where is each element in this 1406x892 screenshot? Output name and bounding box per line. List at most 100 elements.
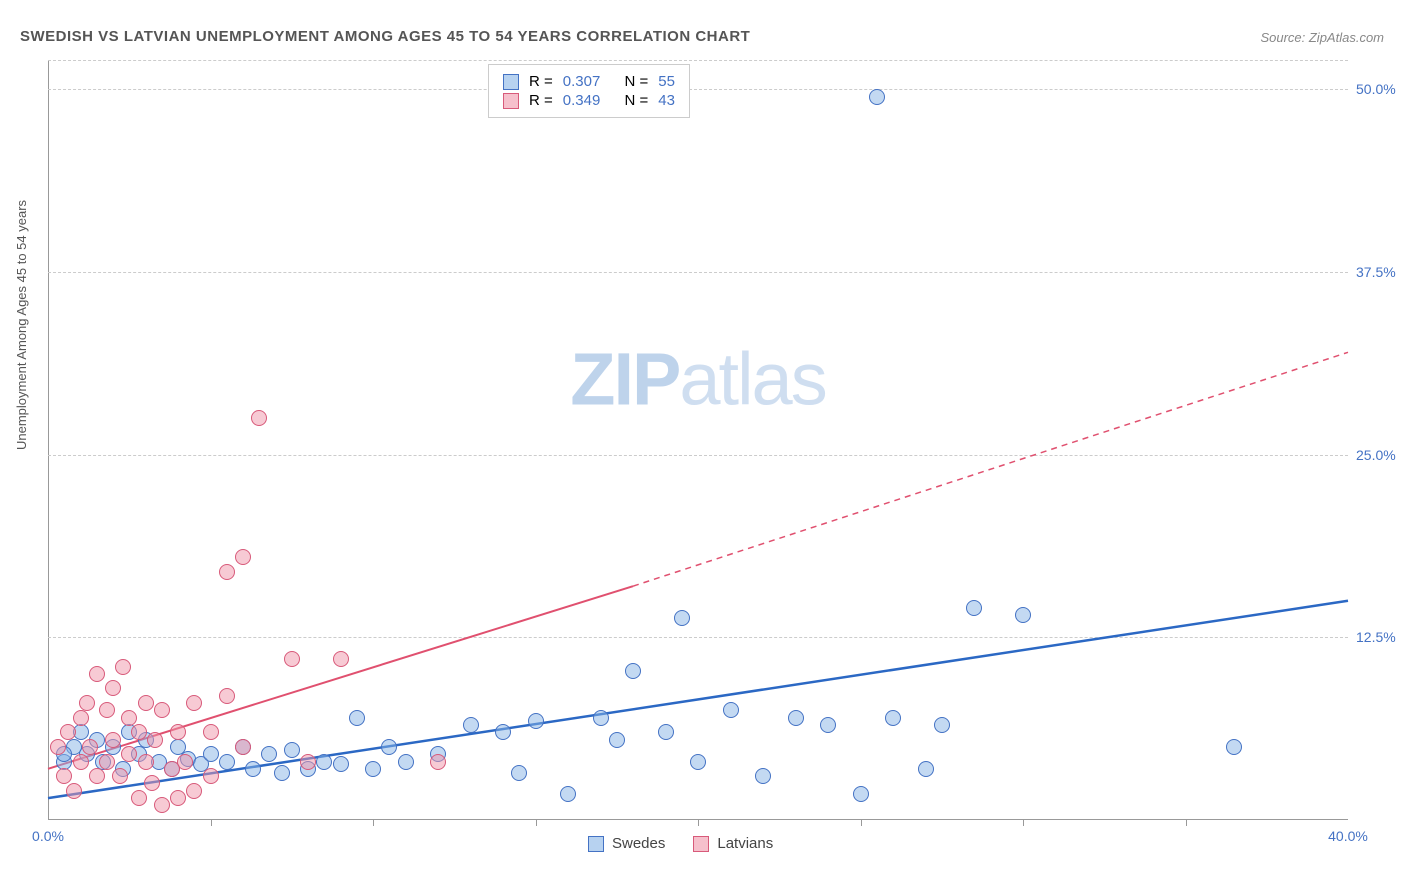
- xtick: [1023, 820, 1024, 826]
- data-point: [154, 797, 170, 813]
- data-point: [755, 768, 771, 784]
- ytick-label: 50.0%: [1356, 81, 1396, 97]
- data-point: [495, 724, 511, 740]
- data-point: [89, 768, 105, 784]
- data-point: [1226, 739, 1242, 755]
- data-point: [115, 659, 131, 675]
- swatch-pink: [693, 836, 709, 852]
- stats-legend-box: R = 0.307 N = 55 R = 0.349 N = 43: [488, 64, 690, 118]
- data-point: [50, 739, 66, 755]
- data-point: [235, 739, 251, 755]
- data-point: [251, 410, 267, 426]
- data-point: [131, 790, 147, 806]
- r-label: R =: [529, 92, 553, 109]
- data-point: [869, 89, 885, 105]
- data-point: [463, 717, 479, 733]
- data-point: [121, 746, 137, 762]
- scatter-chart: ZIPatlas 12.5%25.0%37.5%50.0%0.0%40.0% R…: [48, 60, 1348, 820]
- data-point: [625, 663, 641, 679]
- data-point: [186, 695, 202, 711]
- data-point: [723, 702, 739, 718]
- data-point: [674, 610, 690, 626]
- data-point: [333, 756, 349, 772]
- n-label: N =: [624, 92, 648, 109]
- r-label: R =: [529, 73, 553, 90]
- xtick: [373, 820, 374, 826]
- r-value-latvians: 0.349: [563, 92, 601, 109]
- data-point: [121, 710, 137, 726]
- data-point: [934, 717, 950, 733]
- data-point: [60, 724, 76, 740]
- data-point: [112, 768, 128, 784]
- data-point: [966, 600, 982, 616]
- data-point: [284, 742, 300, 758]
- stats-row-swedes: R = 0.307 N = 55: [503, 73, 675, 90]
- data-point: [820, 717, 836, 733]
- xtick: [1186, 820, 1187, 826]
- data-point: [300, 754, 316, 770]
- data-point: [593, 710, 609, 726]
- data-point: [528, 713, 544, 729]
- xtick: [211, 820, 212, 826]
- data-point: [333, 651, 349, 667]
- ytick-label: 12.5%: [1356, 629, 1396, 645]
- data-point: [105, 680, 121, 696]
- data-point: [511, 765, 527, 781]
- data-point: [89, 666, 105, 682]
- ytick-label: 25.0%: [1356, 447, 1396, 463]
- data-point: [154, 702, 170, 718]
- data-point: [1015, 607, 1031, 623]
- data-point: [82, 739, 98, 755]
- swatch-blue: [503, 74, 519, 90]
- n-value-latvians: 43: [658, 92, 675, 109]
- trend-lines: [48, 60, 1348, 820]
- data-point: [203, 768, 219, 784]
- data-point: [245, 761, 261, 777]
- data-point: [853, 786, 869, 802]
- swatch-pink: [503, 93, 519, 109]
- xtick: [698, 820, 699, 826]
- data-point: [398, 754, 414, 770]
- data-point: [99, 754, 115, 770]
- data-point: [138, 754, 154, 770]
- data-point: [430, 754, 446, 770]
- xtick: [536, 820, 537, 826]
- data-point: [381, 739, 397, 755]
- legend-item-swedes: Swedes: [588, 835, 665, 852]
- data-point: [219, 754, 235, 770]
- data-point: [274, 765, 290, 781]
- data-point: [73, 754, 89, 770]
- stats-row-latvians: R = 0.349 N = 43: [503, 92, 675, 109]
- legend-label: Latvians: [717, 835, 773, 852]
- n-value-swedes: 55: [658, 73, 675, 90]
- data-point: [147, 732, 163, 748]
- series-legend: Swedes Latvians: [588, 835, 773, 852]
- data-point: [235, 549, 251, 565]
- legend-item-latvians: Latvians: [693, 835, 773, 852]
- trend-line: [48, 586, 633, 769]
- data-point: [73, 710, 89, 726]
- data-point: [79, 695, 95, 711]
- n-label: N =: [624, 73, 648, 90]
- data-point: [658, 724, 674, 740]
- data-point: [885, 710, 901, 726]
- data-point: [56, 768, 72, 784]
- legend-label: Swedes: [612, 835, 665, 852]
- chart-title: SWEDISH VS LATVIAN UNEMPLOYMENT AMONG AG…: [20, 28, 750, 45]
- data-point: [219, 564, 235, 580]
- xtick-label: 0.0%: [32, 828, 64, 844]
- data-point: [144, 775, 160, 791]
- data-point: [66, 783, 82, 799]
- data-point: [186, 783, 202, 799]
- trend-line: [633, 352, 1348, 586]
- data-point: [203, 746, 219, 762]
- r-value-swedes: 0.307: [563, 73, 601, 90]
- data-point: [690, 754, 706, 770]
- xtick-label: 40.0%: [1328, 828, 1368, 844]
- data-point: [316, 754, 332, 770]
- data-point: [609, 732, 625, 748]
- data-point: [365, 761, 381, 777]
- source-credit: Source: ZipAtlas.com: [1260, 30, 1384, 45]
- data-point: [560, 786, 576, 802]
- data-point: [131, 724, 147, 740]
